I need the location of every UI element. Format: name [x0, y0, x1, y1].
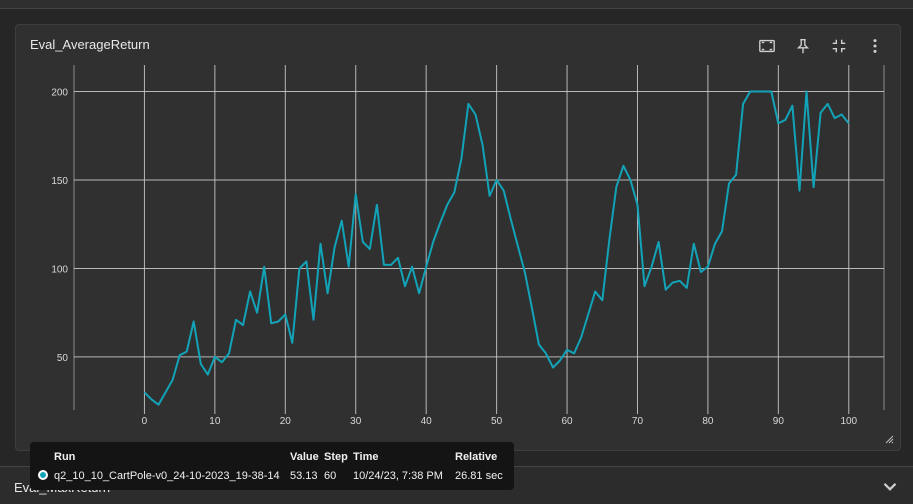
x-tick-label: 90: [773, 416, 785, 427]
tooltip-header-run: Run: [54, 451, 76, 463]
tooltip-time: 10/24/23, 7:38 PM: [353, 470, 443, 482]
card-toolbar: [756, 35, 886, 57]
tooltip-run: q2_10_10_CartPole-v0_24-10-2023_19-38-14: [54, 470, 280, 482]
x-tick-label: 60: [561, 416, 573, 427]
resize-handle-icon[interactable]: [884, 434, 894, 444]
y-tick-label: 50: [57, 353, 69, 364]
run-color-dot: [38, 470, 48, 480]
pin-icon[interactable]: [792, 35, 814, 57]
top-bar: [0, 0, 913, 9]
x-tick-label: 70: [632, 416, 644, 427]
x-tick-label: 30: [350, 416, 362, 427]
line-chart[interactable]: 0 10 20 30 40 50 60 70 80 90 100 50 100 150 200: [16, 25, 900, 450]
x-tick-label: 80: [702, 416, 714, 427]
tooltip-header-value: Value: [290, 451, 319, 463]
x-tick-label: 10: [209, 416, 221, 427]
tooltip-value: 53.13: [290, 470, 318, 482]
x-tick-label: 40: [421, 416, 433, 427]
tooltip-header-time: Time: [353, 451, 379, 463]
y-tick-label: 150: [51, 176, 68, 187]
tooltip-header-relative: Relative: [455, 451, 498, 463]
card-title: Eval_AverageReturn: [30, 37, 150, 52]
y-tick-label: 100: [51, 264, 68, 275]
y-tick-label: 200: [51, 88, 68, 99]
data-tooltip: Run Value Step Time Relative q2_10_10_Ca…: [30, 442, 514, 490]
x-tick-label: 100: [840, 416, 857, 427]
collapse-icon[interactable]: [828, 35, 850, 57]
x-tick-label: 20: [280, 416, 292, 427]
x-tick-label: 0: [142, 416, 148, 427]
tooltip-step: 60: [324, 470, 337, 482]
scalar-card: Eval_AverageReturn 0 10 20 30 40 50 60 70 80 90 10: [15, 24, 901, 451]
series-line[interactable]: [143, 90, 850, 406]
x-tick-label: 50: [491, 416, 503, 427]
tooltip-header-step: Step: [324, 451, 348, 463]
more-vert-icon[interactable]: [864, 35, 886, 57]
tooltip-relative: 26.81 sec: [455, 470, 503, 482]
chevron-down-icon[interactable]: [879, 475, 901, 497]
fit-domain-icon[interactable]: [756, 35, 778, 57]
